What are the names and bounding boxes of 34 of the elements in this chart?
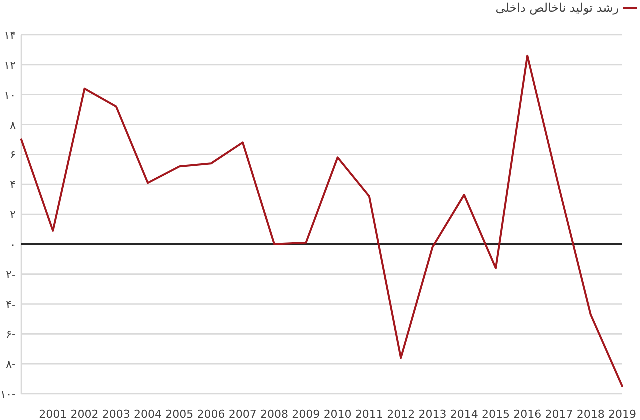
y-tick-label: ۶- bbox=[6, 328, 16, 342]
x-tick-label: 2012 bbox=[387, 408, 416, 420]
x-tick-label: 2017 bbox=[545, 408, 574, 420]
x-tick-label: 2006 bbox=[197, 408, 226, 420]
x-tick-label: 2007 bbox=[228, 408, 257, 420]
x-tick-label: 2011 bbox=[355, 408, 384, 420]
x-tick-label: 2016 bbox=[514, 408, 542, 420]
y-tick-label: ۱۲ bbox=[4, 58, 16, 72]
y-tick-label: ۶ bbox=[10, 148, 16, 162]
y-tick-label: ۲- bbox=[6, 268, 16, 282]
y-tick-label: ۰ bbox=[10, 238, 16, 252]
y-tick-label: ۸- bbox=[6, 358, 16, 372]
x-tick-label: 2005 bbox=[166, 408, 194, 420]
x-tick-label: 2014 bbox=[450, 408, 478, 420]
x-tick-label: 2009 bbox=[292, 408, 320, 420]
y-tick-label: ۱۴ bbox=[4, 29, 16, 42]
x-tick-label: 2015 bbox=[482, 408, 510, 420]
x-tick-label: 2001 bbox=[39, 408, 68, 420]
line-series bbox=[20, 54, 624, 388]
x-tick-label: 2018 bbox=[576, 408, 605, 420]
x-tick-label: 2013 bbox=[418, 408, 447, 420]
x-tick-label: 2003 bbox=[102, 408, 130, 420]
x-tick-label: 2004 bbox=[134, 408, 162, 420]
legend-label: رشد تولید ناخالص داخلی bbox=[496, 1, 620, 15]
y-tick-label: ۸ bbox=[10, 118, 16, 132]
x-tick-label: 2019 bbox=[608, 408, 636, 420]
x-tick-label: 2002 bbox=[70, 408, 99, 420]
y-tick-label: ۱۰ bbox=[4, 88, 16, 102]
x-tick-label: 2010 bbox=[324, 408, 352, 420]
y-tick-label: ۴ bbox=[10, 178, 16, 192]
x-tick-label: 2008 bbox=[260, 408, 289, 420]
y-tick-label: ۱۰- bbox=[0, 388, 16, 401]
y-tick-label: ۲ bbox=[10, 208, 16, 222]
y-tick-label: ۴- bbox=[6, 298, 16, 312]
